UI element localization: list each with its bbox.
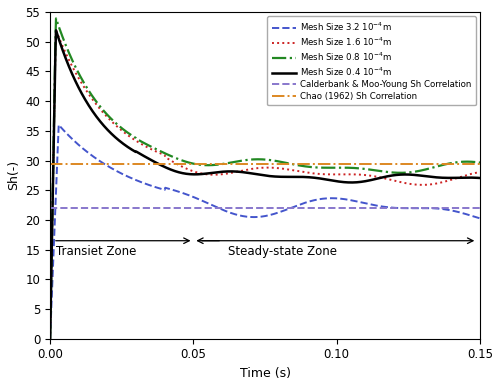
Mesh Size 0.4 $10^{-4}$m [47, 336, 53, 341]
Mesh Size 0.8 $10^{-4}$m [374, 168, 380, 173]
Mesh Size 3.2 $10^{-4}$m [418, 206, 424, 211]
Mesh Size 1.6 $10^{-4}$m [53, 28, 59, 33]
Y-axis label: Sh(-): Sh(-) [7, 160, 20, 190]
Mesh Size 3.2 $10^{-4}$m [374, 203, 380, 208]
Mesh Size 1.6 $10^{-4}$m [374, 175, 380, 179]
Mesh Size 0.8 $10^{-4}$m [47, 336, 53, 341]
Mesh Size 0.8 $10^{-4}$m [53, 16, 59, 21]
Mesh Size 1.6 $10^{-4}$m [418, 183, 424, 187]
Line: Mesh Size 0.8 $10^{-4}$m: Mesh Size 0.8 $10^{-4}$m [50, 19, 480, 339]
Mesh Size 0.4 $10^{-4}$m [418, 173, 424, 178]
Mesh Size 1.6 $10^{-4}$m [308, 171, 314, 176]
X-axis label: Time (s): Time (s) [240, 367, 290, 380]
Mesh Size 1.6 $10^{-4}$m [74, 73, 80, 78]
Mesh Size 0.4 $10^{-4}$m [322, 177, 328, 182]
Mesh Size 0.8 $10^{-4}$m [418, 168, 424, 173]
Mesh Size 1.6 $10^{-4}$m [477, 170, 483, 175]
Text: Transiet Zone: Transiet Zone [56, 245, 136, 259]
Mesh Size 3.2 $10^{-4}$m [47, 336, 53, 341]
Mesh Size 3.2 $10^{-4}$m [322, 196, 328, 201]
Mesh Size 3.2 $10^{-4}$m [477, 216, 483, 221]
Mesh Size 0.8 $10^{-4}$m [298, 163, 304, 168]
Line: Mesh Size 0.4 $10^{-4}$m: Mesh Size 0.4 $10^{-4}$m [50, 30, 480, 339]
Mesh Size 3.2 $10^{-4}$m [74, 141, 80, 146]
Mesh Size 0.4 $10^{-4}$m [298, 175, 304, 179]
Mesh Size 1.6 $10^{-4}$m [47, 336, 53, 341]
Mesh Size 0.8 $10^{-4}$m [308, 165, 314, 170]
Mesh Size 0.4 $10^{-4}$m [374, 176, 380, 181]
Mesh Size 0.8 $10^{-4}$m [477, 160, 483, 165]
Mesh Size 1.6 $10^{-4}$m [322, 172, 328, 176]
Mesh Size 0.4 $10^{-4}$m [53, 28, 59, 33]
Mesh Size 0.4 $10^{-4}$m [477, 176, 483, 180]
Mesh Size 3.2 $10^{-4}$m [298, 202, 304, 207]
Mesh Size 0.4 $10^{-4}$m [74, 82, 80, 87]
Line: Mesh Size 1.6 $10^{-4}$m: Mesh Size 1.6 $10^{-4}$m [50, 30, 480, 339]
Mesh Size 3.2 $10^{-4}$m [56, 123, 62, 127]
Mesh Size 1.6 $10^{-4}$m [298, 169, 304, 174]
Text: Steady-state Zone: Steady-state Zone [228, 245, 337, 259]
Line: Mesh Size 3.2 $10^{-4}$m: Mesh Size 3.2 $10^{-4}$m [50, 125, 480, 339]
Mesh Size 3.2 $10^{-4}$m [308, 199, 314, 203]
Mesh Size 0.4 $10^{-4}$m [308, 175, 314, 180]
Mesh Size 0.8 $10^{-4}$m [74, 68, 80, 72]
Mesh Size 0.8 $10^{-4}$m [322, 165, 328, 170]
Legend: Mesh Size 3.2 $10^{-4}$m, Mesh Size 1.6 $10^{-4}$m, Mesh Size 0.8 $10^{-4}$m, Me: Mesh Size 3.2 $10^{-4}$m, Mesh Size 1.6 … [268, 16, 476, 105]
